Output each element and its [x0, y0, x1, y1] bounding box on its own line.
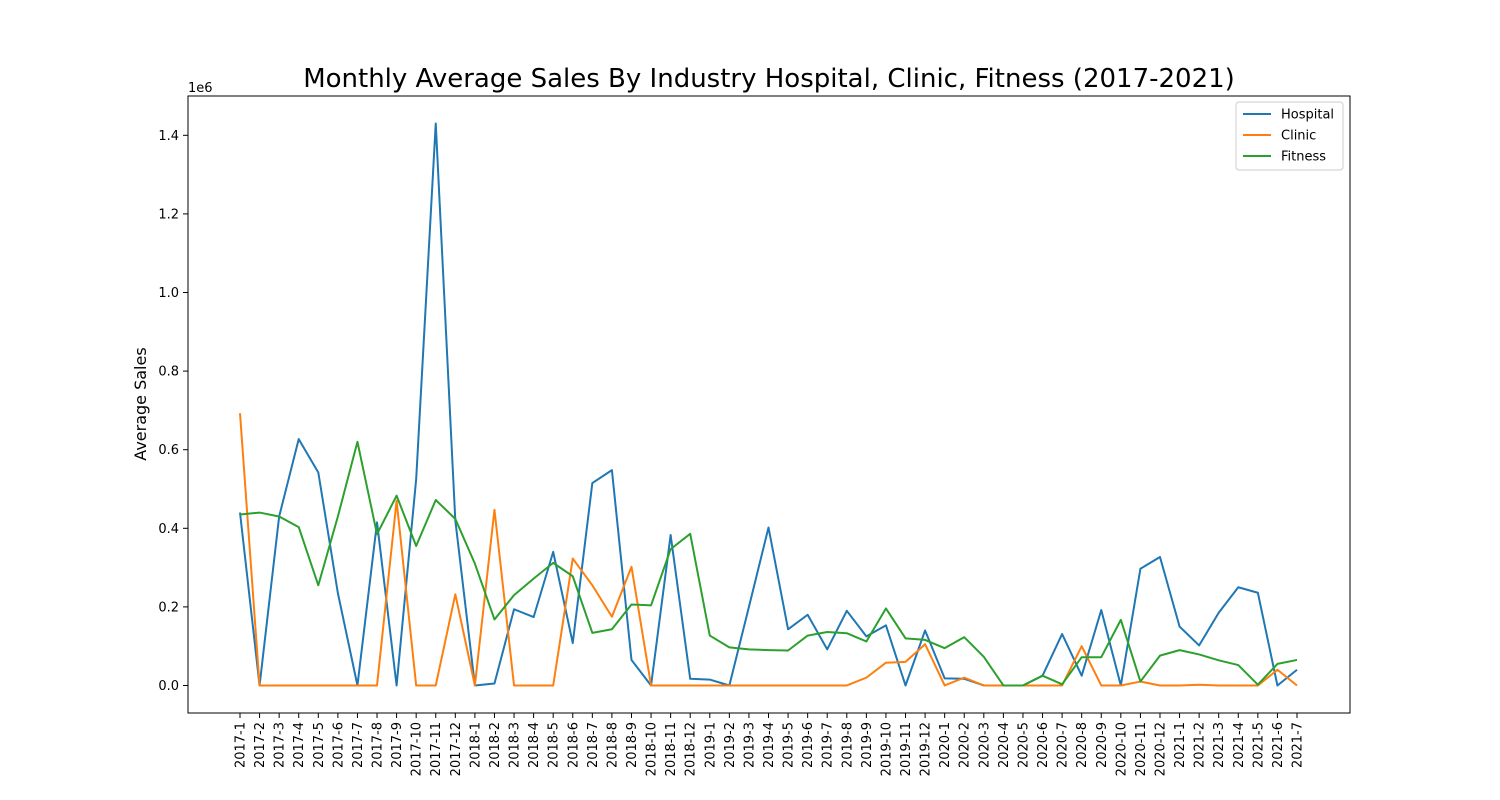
x-tick-label: 2020-1 [938, 722, 953, 768]
x-tick-label: 2019-1 [703, 722, 718, 768]
x-tick-label: 2019-4 [762, 722, 777, 768]
x-tick-label: 2020-12 [1153, 722, 1168, 776]
x-tick-label: 2021-2 [1193, 722, 1208, 768]
y-tick-label: 0.6 [158, 443, 179, 458]
series-line-fitness [239, 440, 1298, 687]
x-tick-label: 2019-3 [742, 722, 757, 768]
x-tick-label: 2018-5 [547, 722, 562, 768]
x-tick-label: 2020-8 [1075, 722, 1090, 768]
y-tick-label: 0.8 [158, 365, 179, 380]
x-tick-label: 2018-1 [468, 722, 483, 768]
x-tick-label: 2018-6 [566, 722, 581, 768]
y-tick-label: 0.0 [158, 679, 179, 694]
x-tick-label: 2020-9 [1095, 722, 1110, 768]
x-tick-label: 2017-12 [449, 722, 464, 776]
x-tick-label: 2018-7 [586, 722, 601, 768]
x-tick-label: 2021-7 [1291, 722, 1306, 768]
x-tick-label: 2019-7 [821, 722, 836, 768]
x-tick-label: 2020-6 [1036, 722, 1051, 768]
x-tick-label: 2017-1 [234, 722, 249, 768]
x-tick-label: 2018-10 [645, 722, 660, 776]
legend-label: Clinic [1281, 129, 1316, 144]
x-tick-label: 2017-3 [273, 722, 288, 768]
x-tick-label: 2017-6 [331, 722, 346, 768]
x-tick-label: 2017-10 [410, 722, 425, 776]
x-tick-label: 2021-3 [1212, 722, 1227, 768]
x-tick-label: 2018-4 [527, 722, 542, 768]
x-tick-label: 2019-9 [860, 722, 875, 768]
x-tick-label: 2021-5 [1251, 722, 1266, 768]
x-tick-label: 2019-2 [723, 722, 738, 768]
x-tick-label: 2021-1 [1173, 722, 1188, 768]
y-tick-label: 0.2 [158, 600, 179, 615]
x-tick-label: 2020-11 [1134, 722, 1149, 776]
x-tick-label: 2018-9 [625, 722, 640, 768]
x-tick-label: 2019-11 [899, 722, 914, 776]
x-tick-label: 2019-10 [879, 722, 894, 776]
x-tick-label: 2020-7 [1056, 722, 1071, 768]
series-line-clinic [239, 413, 1298, 687]
y-tick-label: 0.4 [158, 522, 179, 537]
x-axis: 2017-1 2017-2 2017-3 2017-4 2017-5 2017-6 2017… [234, 713, 1306, 776]
series-line-hospital [239, 122, 1298, 687]
x-tick-label: 2019-6 [801, 722, 816, 768]
x-tick-label: 2021-4 [1232, 722, 1247, 768]
y-axis-label: Average Sales [131, 347, 150, 460]
y-tick-label: 1.0 [158, 286, 179, 301]
x-tick-label: 2019-12 [919, 722, 934, 776]
chart-title: Monthly Average Sales By Industry Hospit… [303, 64, 1235, 94]
legend-label: Hospital [1281, 108, 1334, 123]
series-lines [239, 122, 1298, 687]
x-tick-label: 2018-8 [605, 722, 620, 768]
x-tick-label: 2018-12 [684, 722, 699, 776]
y-tick-label: 1.2 [158, 207, 179, 222]
x-tick-label: 2017-5 [312, 722, 327, 768]
x-tick-label: 2020-10 [1114, 722, 1129, 776]
plot-area [187, 95, 1351, 714]
x-tick-label: 2019-8 [840, 722, 855, 768]
x-tick-label: 2021-6 [1271, 722, 1286, 768]
x-tick-label: 2020-4 [997, 722, 1012, 768]
x-tick-label: 2017-7 [351, 722, 366, 768]
x-tick-label: 2017-11 [429, 722, 444, 776]
x-tick-label: 2020-3 [977, 722, 992, 768]
x-tick-label: 2017-8 [371, 722, 386, 768]
x-tick-label: 2017-4 [292, 722, 307, 768]
x-tick-label: 2018-2 [488, 722, 503, 768]
y-axis: 0.0 0.2 0.4 0.6 0.8 1.0 1.2 1.4 [158, 129, 188, 694]
x-tick-label: 2020-2 [958, 722, 973, 768]
x-tick-label: 2018-11 [664, 722, 679, 776]
x-tick-label: 2020-5 [1016, 722, 1031, 768]
x-tick-label: 2018-3 [508, 722, 523, 768]
y-scale-label: 1e6 [188, 81, 213, 96]
y-tick-label: 1.4 [158, 129, 179, 144]
x-tick-label: 2017-2 [253, 722, 268, 768]
legend-box [1235, 101, 1344, 171]
legend-label: Fitness [1281, 150, 1326, 165]
x-tick-label: 2019-5 [782, 722, 797, 768]
x-tick-label: 2017-9 [390, 722, 405, 768]
legend: Hospital Clinic Fitness [1235, 101, 1344, 171]
